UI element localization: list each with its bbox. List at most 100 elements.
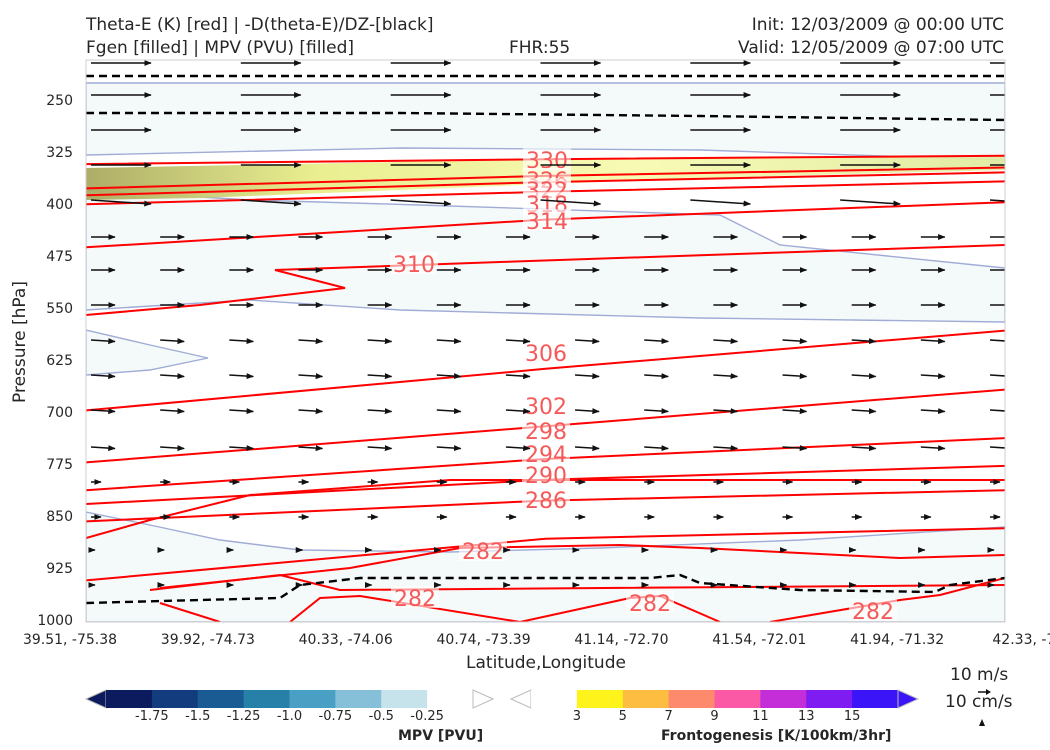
wind-vector	[436, 408, 462, 415]
y-tick-label: 625	[46, 352, 73, 369]
x-tick-label: 39.51, -75.38	[22, 632, 118, 648]
colorbar-tick-label: 13	[797, 709, 815, 724]
wind-vector	[851, 445, 877, 452]
wind-vector	[229, 445, 255, 452]
theta-e-contour-label: 282	[629, 592, 671, 617]
wind-vector	[644, 445, 669, 452]
colorbar-segment	[668, 690, 715, 708]
mpv-filled-regions	[86, 82, 1005, 622]
wind-vector	[367, 373, 393, 380]
y-tick-label: 1000	[37, 613, 73, 629]
wind-vector	[298, 373, 324, 380]
wind-vector	[782, 408, 808, 415]
valid-time: Valid: 12/05/2009 @ 07:00 UTC	[738, 38, 1004, 58]
colorbar-tick-label: 15	[843, 709, 861, 724]
wind-vector	[989, 446, 1005, 449]
wind-vector	[644, 338, 669, 345]
theta-e-contour-label: 282	[462, 540, 504, 565]
x-tick-label: 39.92, -74.73	[160, 632, 255, 648]
frontogenesis-colorbar-label: Frontogenesis [K/100km/3hr]	[661, 728, 892, 744]
colorbar-tick-label: 11	[752, 709, 769, 724]
colorbar-extend-max	[897, 689, 920, 709]
forecast-hour: FHR:55	[509, 38, 571, 58]
quiver-key-arrows	[978, 689, 991, 726]
theta-e-contour	[159, 543, 1005, 589]
chart-title-line-2: Fgen [filled] | MPV (PVU) [filled]	[86, 38, 355, 58]
wind-vector	[436, 338, 462, 345]
x-tick-label: 40.33, -74.06	[298, 632, 393, 648]
wind-vector	[644, 408, 669, 415]
x-tick-label: 41.14, -72.70	[574, 632, 669, 648]
wind-vector	[160, 338, 185, 345]
wind-vector	[240, 199, 302, 207]
wind-vector	[229, 338, 255, 345]
colorbar-segment	[106, 690, 153, 708]
theta-e-contour	[149, 573, 1005, 592]
theta-e-contour-label: 302	[525, 395, 567, 420]
colorbar-segment	[427, 690, 474, 708]
colorbar-tick-label: -0.25	[410, 709, 444, 724]
colorbar-extend-min	[509, 689, 532, 709]
theta-e-contour	[86, 329, 1005, 412]
wind-vector	[782, 373, 808, 380]
wind-vector	[644, 373, 669, 380]
colorbar-segment	[760, 690, 807, 708]
colorbar-segment	[151, 690, 199, 708]
wind-vector	[575, 338, 600, 345]
y-tick-label: 925	[46, 560, 73, 577]
colorbar-segment	[806, 690, 853, 708]
theta-e-contour-label: 282	[852, 600, 894, 625]
colorbar-tick-label: -1.25	[226, 709, 261, 724]
colorbar-tick-label: -0.5	[368, 709, 394, 724]
colorbar-tick-label: 3	[572, 709, 582, 724]
wind-vector	[920, 373, 946, 380]
theta-e-contour	[159, 594, 521, 622]
wind-vector	[782, 338, 808, 345]
y-tick-label: 700	[46, 404, 73, 421]
x-tick-label: 41.54, -72.01	[712, 632, 807, 648]
colorbar-segment	[289, 690, 336, 708]
wind-vector	[575, 373, 600, 380]
colorbar-segment	[243, 690, 290, 708]
x-axis-label: Latitude,Longitude	[466, 653, 626, 673]
colorbar-tick-label: 7	[664, 709, 673, 724]
theta-e-contour-label: 310	[393, 253, 435, 278]
wind-vector	[298, 338, 324, 345]
theta-e-contour	[86, 527, 1005, 582]
wind-vector	[90, 338, 116, 345]
y-axis-label: Pressure [hPa]	[10, 281, 30, 403]
wind-vector	[575, 408, 600, 415]
wind-vector	[840, 199, 901, 207]
y-tick-label: 550	[46, 300, 73, 317]
wind-vector	[920, 338, 946, 345]
wind-vector	[851, 373, 877, 380]
theta-e-contour	[86, 479, 1005, 539]
wind-vector	[160, 445, 185, 452]
y-tick-label: 325	[46, 144, 73, 161]
colorbar-segment	[197, 690, 245, 708]
y-tick-label: 400	[46, 196, 73, 213]
theta-e-contour-label: 286	[525, 489, 567, 514]
wind-vector	[298, 445, 324, 452]
wind-vector	[505, 373, 531, 380]
x-tick-label: 40.74, -73.39	[436, 632, 531, 648]
wind-vectors	[88, 60, 1005, 588]
init-time: Init: 12/03/2009 @ 00:00 UTC	[751, 15, 1004, 35]
colorbar-tick-label: -1.75	[135, 709, 169, 724]
wind-vector	[160, 408, 185, 415]
colorbar-tick-label: -1.0	[276, 709, 303, 724]
colorbar-tick-label: -1.5	[185, 709, 211, 724]
theta-e-contour-label: 314	[526, 210, 568, 235]
y-tick-label: 475	[46, 248, 73, 265]
wind-vector	[436, 373, 462, 380]
quiver-key-horizontal: 10 m/s	[950, 665, 1009, 685]
colorbar-tick-label: 5	[618, 709, 627, 724]
wind-vector	[367, 445, 393, 452]
wind-vector	[367, 338, 393, 345]
theta-e-contour-label: 290	[525, 464, 567, 489]
wind-vector	[229, 373, 255, 380]
wind-vector	[920, 445, 946, 452]
colorbar-segment	[531, 690, 578, 708]
wind-vector	[229, 408, 255, 415]
